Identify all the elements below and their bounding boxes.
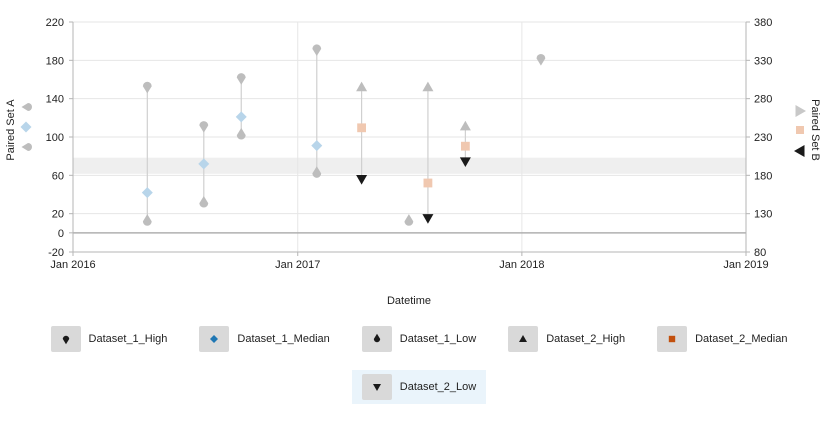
- legend: Dataset_1_High Dataset_1_Median Dataset_1_…: [0, 322, 838, 418]
- y-left-tick-label: 0: [58, 228, 64, 240]
- data-point-dataset-1-high: [312, 44, 322, 56]
- axis-marker-dataset-2-median: [796, 126, 804, 134]
- shaded-band: [73, 157, 746, 174]
- triangle-up-icon-shape: [519, 335, 528, 342]
- x-tick-label: Jan 2019: [723, 259, 768, 271]
- data-point-dataset-1-low: [199, 195, 209, 208]
- legend-item-dataset-1-high[interactable]: Dataset_1_High: [41, 322, 178, 356]
- data-point-dataset-1-low: [142, 214, 152, 226]
- data-point-dataset-1-high: [236, 73, 246, 85]
- data-point-dataset-2-low: [459, 157, 471, 168]
- y-right-tick-label: 380: [754, 17, 772, 29]
- data-point-dataset-2-median: [423, 178, 433, 188]
- highlight-band: [73, 157, 746, 174]
- droplet-up-icon-shape: [373, 333, 380, 343]
- data-point-dataset-1-high: [536, 54, 546, 66]
- axis-marker-dataset-2-low: [794, 145, 805, 157]
- data-point-dataset-1-low: [404, 214, 414, 226]
- legend-label: Dataset_2_Low: [399, 381, 477, 393]
- y-left-tick-label: 180: [46, 55, 64, 67]
- y-right-tick-label: 230: [754, 132, 772, 144]
- x-axis-title: Datetime: [387, 295, 431, 307]
- axis-legend-markers: [20, 103, 806, 157]
- data-point-dataset-1-median: [141, 187, 153, 199]
- square-icon-shape: [668, 335, 676, 343]
- axis-marker-dataset-1-median: [20, 121, 32, 133]
- data-point-dataset-1-median: [235, 111, 247, 123]
- x-tick-label: Jan 2017: [275, 259, 320, 271]
- y-right-axis-title: Paired Set B: [809, 99, 821, 161]
- data-point-dataset-2-median: [357, 123, 367, 133]
- legend-label: Dataset_2_High: [546, 333, 626, 345]
- axis-marker-dataset-1-high: [21, 103, 32, 111]
- legend-item-dataset-2-high[interactable]: Dataset_2_High: [498, 322, 635, 356]
- range-whiskers: [146, 48, 466, 222]
- data-point-dataset-2-low: [422, 214, 434, 224]
- data-point-dataset-2-median: [460, 141, 470, 151]
- axis-marker-dataset-2-high: [795, 105, 806, 117]
- data-point-dataset-1-high: [142, 81, 152, 94]
- legend-item-dataset-1-median[interactable]: Dataset_1_Median: [189, 322, 339, 356]
- legend-label: Dataset_1_Low: [399, 333, 477, 345]
- diamond-icon-shape: [210, 335, 219, 343]
- y-right-tick-label: 130: [754, 209, 772, 221]
- data-point-dataset-1-median: [311, 140, 323, 152]
- y-right-tick-label: 80: [754, 247, 766, 259]
- legend-item-dataset-2-low[interactable]: Dataset_2_Low: [351, 370, 487, 404]
- droplet-up-icon: [361, 326, 392, 352]
- y-left-tick-label: 20: [52, 209, 64, 221]
- y-right-tick-label: 180: [754, 170, 772, 182]
- y-right-tick-label: 280: [754, 94, 772, 106]
- droplet-down-icon-shape: [62, 335, 69, 345]
- y-left-tick-label: -20: [48, 247, 64, 259]
- x-tick-label: Jan 2018: [499, 259, 544, 271]
- data-point-dataset-2-low: [356, 175, 368, 185]
- axis-ticks: -20 0 20 60 100 140 180 220 80 130 180 230 280 330 380…: [46, 17, 773, 271]
- square-icon: [657, 326, 688, 352]
- chart-canvas: -20 0 20 60 100 140 180 220 80 130 180 230 280 330 380…: [5, 17, 821, 307]
- data-point-dataset-1-median: [198, 158, 210, 170]
- data-point-dataset-2-high: [459, 120, 471, 131]
- x-tick-label: Jan 2016: [50, 259, 95, 271]
- data-point-dataset-2-high: [356, 81, 368, 92]
- diamond-icon: [199, 326, 230, 352]
- triangle-up-icon: [508, 326, 539, 352]
- data-point-dataset-1-low: [312, 166, 322, 178]
- triangle-down-icon-shape: [372, 384, 381, 391]
- triangle-down-icon: [361, 374, 392, 400]
- y-left-tick-label: 100: [46, 132, 64, 144]
- axis-marker-dataset-1-low: [21, 143, 32, 151]
- y-left-tick-label: 140: [46, 94, 64, 106]
- legend-label: Dataset_1_High: [88, 333, 168, 345]
- droplet-down-icon: [50, 326, 81, 352]
- legend-label: Dataset_1_Median: [237, 333, 330, 345]
- y-right-tick-label: 330: [754, 55, 772, 67]
- y-left-tick-label: 60: [52, 170, 64, 182]
- data-point-dataset-1-high: [199, 121, 209, 133]
- legend-item-dataset-2-median[interactable]: Dataset_2_Median: [647, 322, 797, 356]
- legend-item-dataset-1-low[interactable]: Dataset_1_Low: [352, 322, 486, 356]
- y-left-axis-title: Paired Set A: [5, 99, 17, 161]
- data-point-dataset-2-high: [422, 81, 434, 92]
- y-left-tick-label: 220: [46, 17, 64, 29]
- data-marks: [141, 44, 546, 226]
- data-point-dataset-1-low: [236, 127, 246, 140]
- legend-label: Dataset_2_Median: [695, 333, 788, 345]
